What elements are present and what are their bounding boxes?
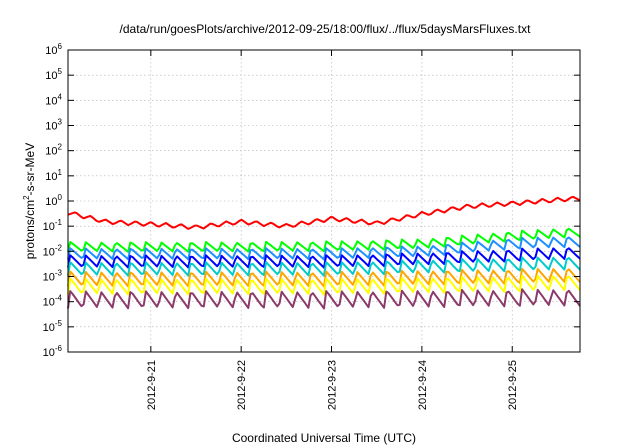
y-tick-label: 10-5	[43, 319, 63, 334]
x-tick-label: 2012-9-25	[507, 360, 519, 410]
y-tick-label: 105	[45, 67, 62, 82]
x-axis: 2012-9-21 2012-9-22 2012-9-23 2012-9-24 2012…	[146, 50, 519, 410]
y-tick-base: 10	[43, 297, 55, 309]
y-axis-label-part: protons/cm	[23, 200, 37, 259]
y-tick-label: 10-6	[43, 344, 63, 359]
y-tick-label: 10-2	[43, 243, 63, 258]
y-tick-exponent: 0	[58, 193, 63, 202]
y-tick-base: 10	[43, 246, 55, 258]
series-line	[67, 227, 581, 253]
x-axis-label: Coordinated Universal Time (UTC)	[232, 431, 416, 445]
y-tick-exponent: -1	[55, 218, 63, 227]
y-tick-base: 10	[43, 272, 55, 284]
y-tick-base: 10	[43, 221, 55, 233]
y-tick-label: 10-4	[43, 294, 63, 309]
y-tick-base: 10	[43, 347, 55, 359]
series-line	[67, 288, 581, 310]
y-tick-exponent: -4	[55, 294, 63, 303]
series-line	[67, 256, 581, 277]
y-tick-base: 10	[45, 95, 57, 107]
y-tick-label: 10-3	[43, 269, 63, 284]
y-tick-exponent: 5	[58, 67, 63, 76]
chart-title: /data/run/goesPlots/archive/2012-09-25/1…	[120, 22, 532, 36]
series-line	[67, 274, 581, 296]
x-tick-label: 2012-9-22	[236, 360, 248, 410]
y-tick-label: 100	[45, 193, 62, 208]
y-tick-exponent: 1	[58, 168, 63, 177]
y-tick-exponent: -6	[55, 344, 63, 353]
y-tick-label: 106	[45, 42, 62, 57]
y-tick-exponent: -2	[55, 243, 63, 252]
y-tick-base: 10	[43, 322, 55, 334]
y-tick-base: 10	[45, 196, 57, 208]
y-tick-label: 102	[45, 143, 62, 158]
y-tick-exponent: 2	[58, 143, 63, 152]
x-tick-label: 2012-9-21	[146, 360, 158, 410]
y-axis-label-superscript: 2	[22, 195, 31, 200]
data-series	[67, 195, 581, 310]
y-axis-label: protons/cm2-s-sr-MeV	[22, 143, 37, 259]
y-axis-label-part: -s-sr-MeV	[23, 143, 37, 196]
y-tick-exponent: -3	[55, 269, 63, 278]
y-tick-base: 10	[45, 121, 57, 133]
y-tick-base: 10	[45, 70, 57, 82]
series-line	[67, 267, 581, 288]
y-tick-exponent: 4	[58, 92, 63, 101]
y-axis: 10610510410310210110010-110-210-310-410-…	[43, 42, 580, 359]
y-tick-label: 104	[45, 92, 62, 107]
y-tick-exponent: -5	[55, 319, 63, 328]
x-tick-label: 2012-9-23	[327, 360, 339, 410]
series-line	[67, 195, 581, 230]
y-tick-label: 103	[45, 118, 62, 133]
y-tick-exponent: 3	[58, 118, 63, 127]
y-tick-label: 10-1	[43, 218, 63, 233]
y-tick-base: 10	[45, 146, 57, 158]
series-line	[67, 236, 581, 261]
y-tick-label: 101	[45, 168, 62, 183]
x-tick-label: 2012-9-24	[417, 360, 429, 410]
y-tick-exponent: 6	[58, 42, 63, 51]
y-tick-base: 10	[45, 171, 57, 183]
y-tick-base: 10	[45, 45, 57, 57]
series-line	[67, 247, 581, 269]
